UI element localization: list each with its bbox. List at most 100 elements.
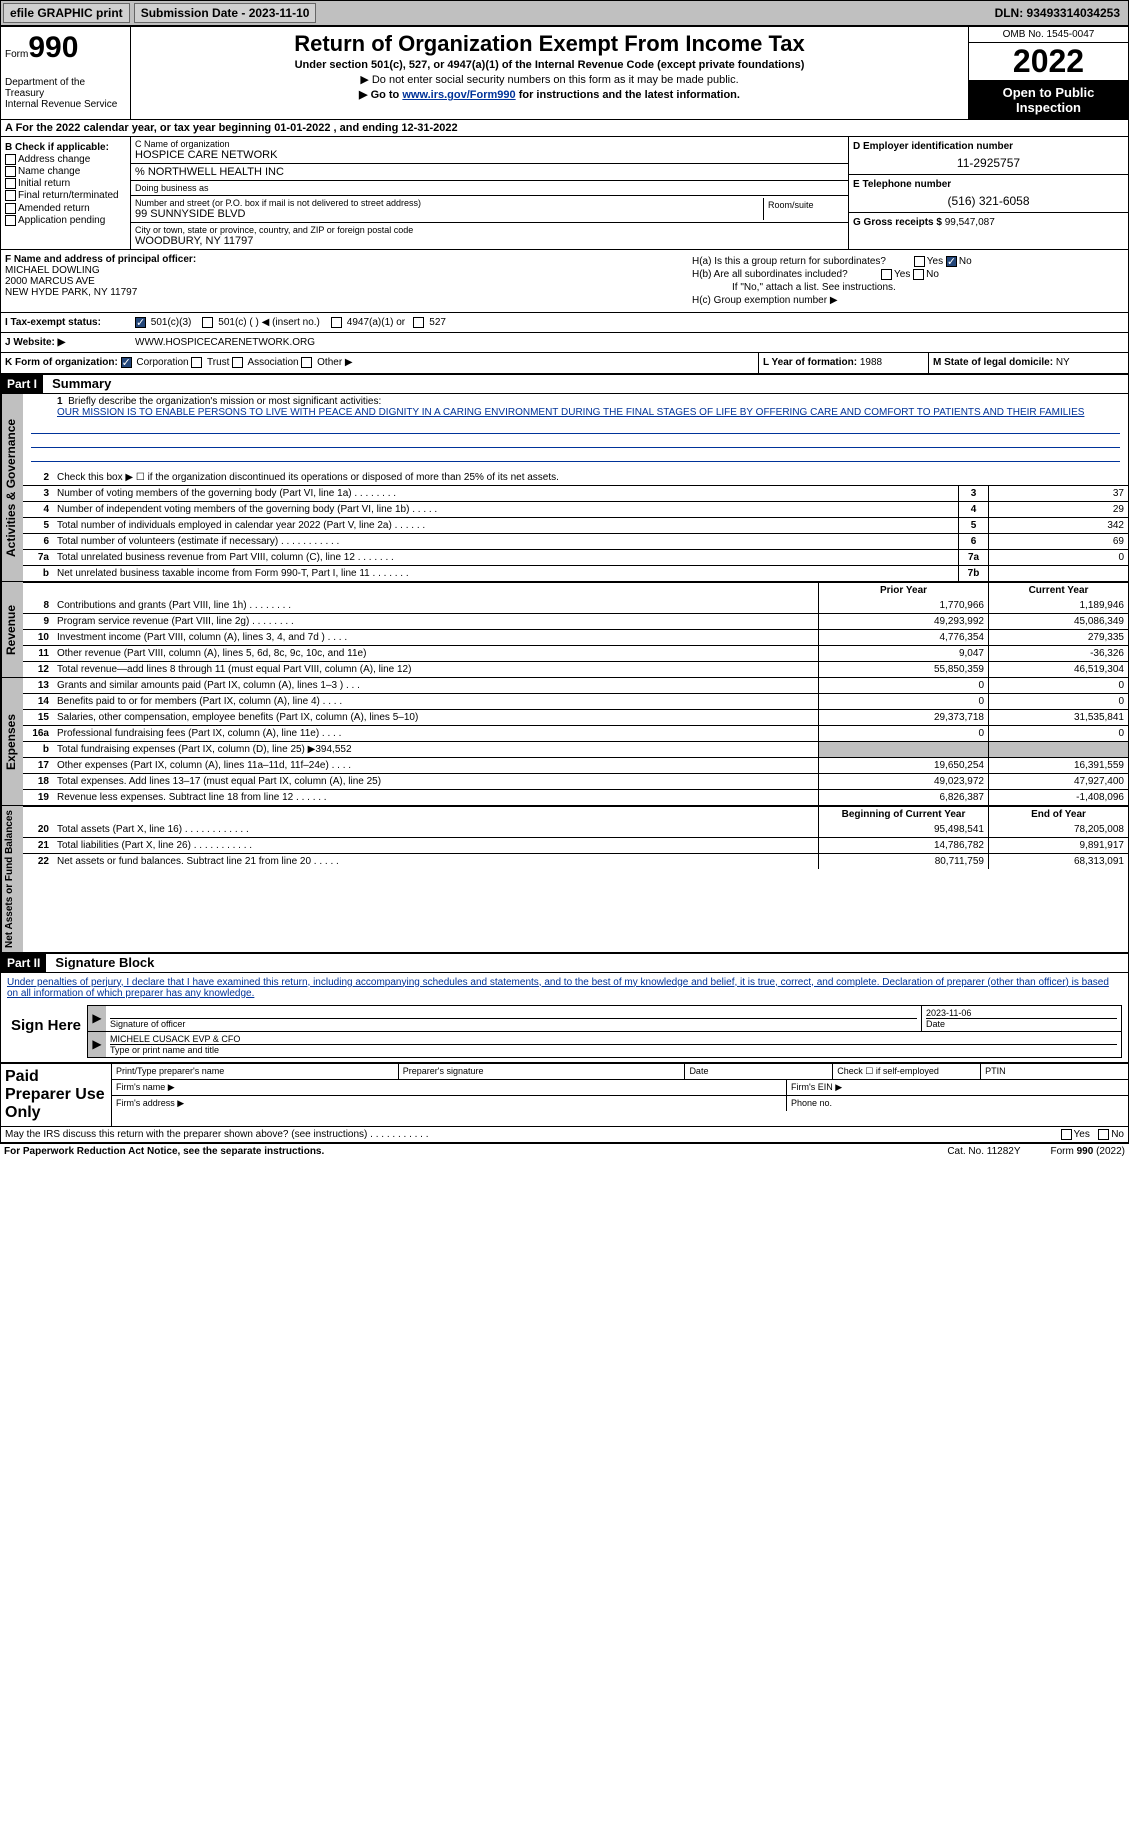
sub3-pre: ▶ Go to [359, 89, 402, 101]
row-j: J Website: ▶ WWW.HOSPICECARENETWORK.ORG [1, 333, 1128, 353]
care-of: % NORTHWELL HEALTH INC [135, 166, 844, 178]
beg-year-hdr: Beginning of Current Year [818, 807, 988, 822]
revenue-block: Revenue Prior Year Current Year 8 Contri… [1, 582, 1128, 678]
efile-button[interactable]: efile GRAPHIC print [3, 3, 130, 23]
section-f-h: F Name and address of principal officer:… [1, 250, 1128, 313]
subtitle-3: ▶ Go to www.irs.gov/Form990 for instruct… [135, 88, 964, 101]
part-i-header: Part I Summary [1, 374, 1128, 394]
h-b: H(b) Are all subordinates included? Yes … [692, 269, 1124, 280]
declaration: Under penalties of perjury, I declare th… [7, 977, 1122, 999]
form-header: Form990 Department of the Treasury Inter… [1, 27, 1128, 120]
org-name: HOSPICE CARE NETWORK [135, 149, 844, 161]
phone-lbl: E Telephone number [853, 179, 1124, 190]
sig-officer-cell: Signature of officer [106, 1006, 921, 1031]
section-c: C Name of organizationHOSPICE CARE NETWO… [131, 137, 848, 249]
subtitle-1: Under section 501(c), 527, or 4947(a)(1)… [135, 59, 964, 71]
paid-preparer-block: Paid Preparer Use Only Print/Type prepar… [1, 1062, 1128, 1126]
line-8: 8 Contributions and grants (Part VIII, l… [23, 598, 1128, 613]
line-16a: 16a Professional fundraising fees (Part … [23, 725, 1128, 741]
line-21: 21 Total liabilities (Part X, line 26) .… [23, 837, 1128, 853]
i-lbl: I Tax-exempt status: [1, 313, 131, 332]
section-d-e-g: D Employer identification number11-29257… [848, 137, 1128, 249]
revenue-header: Prior Year Current Year [23, 582, 1128, 598]
pra-notice: For Paperwork Reduction Act Notice, see … [4, 1146, 324, 1157]
line-9: 9 Program service revenue (Part VIII, li… [23, 613, 1128, 629]
vtab-expenses: Expenses [1, 678, 23, 805]
footer: For Paperwork Reduction Act Notice, see … [0, 1143, 1129, 1159]
line-14: 14 Benefits paid to or for members (Part… [23, 693, 1128, 709]
vtab-revenue: Revenue [1, 582, 23, 677]
section-f: F Name and address of principal officer:… [1, 250, 688, 312]
line-2: 2 Check this box ▶ ☐ if the organization… [23, 470, 1128, 485]
website: WWW.HOSPICECARENETWORK.ORG [131, 333, 319, 352]
section-b-c-d: B Check if applicable: Address change Na… [1, 137, 1128, 250]
line-19: 19 Revenue less expenses. Subtract line … [23, 789, 1128, 805]
part-ii-header: Part II Signature Block [1, 953, 1128, 973]
phone: (516) 321-6058 [853, 194, 1124, 208]
line-22: 22 Net assets or fund balances. Subtract… [23, 853, 1128, 869]
line-b: b Total fundraising expenses (Part IX, c… [23, 741, 1128, 757]
line-20: 20 Total assets (Part X, line 16) . . . … [23, 822, 1128, 837]
section-h: H(a) Is this a group return for subordin… [688, 250, 1128, 312]
gross-receipts: 99,547,087 [945, 217, 995, 228]
line-3: 3 Number of voting members of the govern… [23, 485, 1128, 501]
m-state: M State of legal domicile: NY [928, 353, 1128, 372]
officer-name: MICHAEL DOWLING [5, 265, 684, 276]
part-ii-label: Part II [1, 954, 46, 972]
i-opts: 501(c)(3) 501(c) ( ) ◀ (insert no.) 4947… [131, 313, 450, 332]
header-mid: Return of Organization Exempt From Incom… [131, 27, 968, 119]
arrow-icon: ▶ [88, 1006, 106, 1031]
prep-row-2: Firm's name ▶ Firm's EIN ▶ [112, 1080, 1128, 1096]
dba-lbl: Doing business as [135, 183, 844, 193]
b-item-4: Amended return [5, 203, 126, 214]
form-title: Return of Organization Exempt From Incom… [135, 31, 964, 57]
form-990: Form990 Department of the Treasury Inter… [0, 26, 1129, 1143]
form-ref: Form 990 (2022) [1051, 1146, 1125, 1157]
arrow-icon-2: ▶ [88, 1032, 106, 1057]
sub3-post: for instructions and the latest informat… [516, 89, 740, 101]
line-7a: 7a Total unrelated business revenue from… [23, 549, 1128, 565]
street: 99 SUNNYSIDE BLVD [135, 208, 763, 220]
line-5: 5 Total number of individuals employed i… [23, 517, 1128, 533]
discuss-row: May the IRS discuss this return with the… [1, 1126, 1128, 1142]
sig-date-cell: 2023-11-06Date [921, 1006, 1121, 1031]
subtitle-2: ▶ Do not enter social security numbers o… [135, 73, 964, 86]
prior-year-hdr: Prior Year [818, 583, 988, 598]
b-title: B Check if applicable: [5, 142, 126, 153]
line-13: 13 Grants and similar amounts paid (Part… [23, 678, 1128, 693]
na-header: Beginning of Current Year End of Year [23, 806, 1128, 822]
b-item-0: Address change [5, 154, 126, 165]
line-6: 6 Total number of volunteers (estimate i… [23, 533, 1128, 549]
submission-date: Submission Date - 2023-11-10 [134, 3, 317, 23]
dln: DLN: 93493314034253 [995, 6, 1126, 20]
blank-line-1 [31, 420, 1120, 434]
line-1: 1 Briefly describe the organization's mi… [23, 394, 1128, 420]
street-lbl: Number and street (or P.O. box if mail i… [135, 198, 763, 208]
prep-row-1: Print/Type preparer's name Preparer's si… [112, 1064, 1128, 1080]
signature-block: Under penalties of perjury, I declare th… [1, 973, 1128, 1062]
room-lbl: Room/suite [768, 200, 840, 210]
line-12: 12 Total revenue—add lines 8 through 11 … [23, 661, 1128, 677]
line-11: 11 Other revenue (Part VIII, column (A),… [23, 645, 1128, 661]
line-b: b Net unrelated business taxable income … [23, 565, 1128, 581]
irs-link[interactable]: www.irs.gov/Form990 [402, 89, 515, 101]
b-item-5: Application pending [5, 215, 126, 226]
j-lbl: J Website: ▶ [1, 333, 131, 352]
netassets-block: Net Assets or Fund Balances Beginning of… [1, 806, 1128, 953]
cat-no: Cat. No. 11282Y [947, 1146, 1020, 1157]
line-15: 15 Salaries, other compensation, employe… [23, 709, 1128, 725]
l-year: L Year of formation: 1988 [758, 353, 928, 372]
f-lbl: F Name and address of principal officer: [5, 254, 684, 265]
form-word: Form [5, 49, 28, 60]
line-17: 17 Other expenses (Part IX, column (A), … [23, 757, 1128, 773]
mission-text: OUR MISSION IS TO ENABLE PERSONS TO LIVE… [57, 407, 1084, 418]
officer-addr2: NEW HYDE PARK, NY 11797 [5, 287, 684, 298]
prep-row-3: Firm's address ▶ Phone no. [112, 1096, 1128, 1111]
b-item-2: Initial return [5, 178, 126, 189]
part-ii-title: Signature Block [49, 953, 160, 972]
vtab-activities: Activities & Governance [1, 394, 23, 581]
h-b-note: If "No," attach a list. See instructions… [692, 282, 1124, 293]
row-i: I Tax-exempt status: 501(c)(3) 501(c) ( … [1, 313, 1128, 333]
row-a-calendar-year: A For the 2022 calendar year, or tax yea… [1, 120, 1128, 137]
section-b: B Check if applicable: Address change Na… [1, 137, 131, 249]
